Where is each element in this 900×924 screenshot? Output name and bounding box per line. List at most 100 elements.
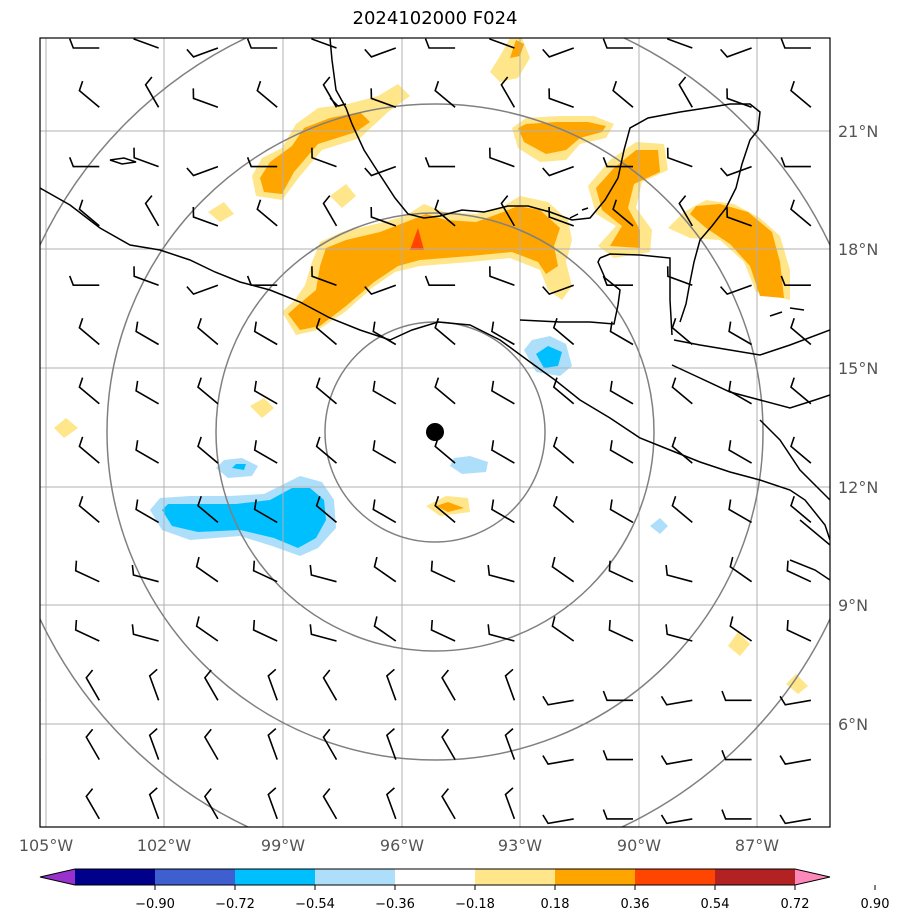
colorbar-tick-label: −0.36 bbox=[375, 897, 415, 912]
wind-barb bbox=[385, 668, 397, 701]
wind-barb bbox=[551, 616, 575, 642]
wind-barb bbox=[322, 76, 338, 108]
lat-tick-label: 6°N bbox=[838, 715, 868, 734]
wind-barb bbox=[786, 560, 812, 583]
wind-barb bbox=[487, 624, 515, 642]
wind-barb bbox=[309, 564, 337, 583]
wind-barb bbox=[253, 380, 278, 405]
wind-barb bbox=[197, 495, 219, 524]
wind-barb bbox=[311, 147, 337, 168]
wind-barb bbox=[144, 76, 160, 108]
wind-barb bbox=[424, 157, 456, 168]
wind-barb bbox=[602, 157, 633, 168]
wind-barb bbox=[267, 668, 278, 701]
wind-barb bbox=[779, 814, 812, 825]
wind-barb bbox=[729, 616, 753, 642]
wind-barb bbox=[68, 275, 100, 286]
wind-barb bbox=[74, 619, 100, 642]
lon-tick-label: 90°W bbox=[617, 836, 661, 855]
wind-barb bbox=[246, 157, 278, 168]
wind-barb bbox=[315, 436, 338, 464]
wind-barb bbox=[729, 556, 753, 583]
wind-barb bbox=[197, 436, 219, 464]
wind-barb bbox=[665, 624, 693, 642]
wind-barb bbox=[322, 728, 338, 761]
wind-barb bbox=[790, 495, 812, 524]
wind-barb bbox=[322, 788, 338, 820]
wind-barb bbox=[40, 106, 41, 108]
coastlines bbox=[40, 38, 830, 581]
wind-barb bbox=[311, 38, 337, 49]
lon-tick-label: 87°W bbox=[735, 836, 779, 855]
wind-barb bbox=[78, 318, 100, 346]
wind-barb bbox=[671, 436, 693, 464]
colorbar-segment bbox=[635, 869, 716, 885]
range-rings bbox=[40, 38, 830, 827]
wind-barb bbox=[424, 275, 456, 286]
wind-barb bbox=[489, 38, 515, 49]
lon-tick-label: 99°W bbox=[261, 836, 305, 855]
colorbar-tick-label: −0.90 bbox=[135, 897, 175, 912]
wind-barb bbox=[197, 377, 219, 405]
wind-barb bbox=[424, 38, 456, 49]
wind-barb bbox=[671, 318, 693, 346]
colorbar-segment bbox=[75, 869, 156, 885]
wind-barb bbox=[133, 266, 159, 286]
wind-barb bbox=[552, 318, 575, 346]
colorbar-segment bbox=[155, 869, 236, 885]
wind-barb bbox=[148, 668, 160, 701]
wind-barb bbox=[267, 727, 278, 760]
wind-barb bbox=[728, 321, 753, 346]
wind-barb bbox=[790, 199, 812, 227]
wind-barb bbox=[148, 727, 160, 760]
wind-barb bbox=[719, 47, 752, 58]
wind-barb bbox=[602, 750, 633, 761]
wind-barb bbox=[40, 757, 41, 760]
wind-barb bbox=[612, 80, 634, 108]
wind-barb bbox=[195, 556, 219, 583]
wind-barb bbox=[678, 76, 693, 108]
wind-barb bbox=[552, 436, 575, 464]
wind-barb bbox=[40, 48, 41, 49]
colorbar-tick-label: 0.18 bbox=[541, 897, 570, 912]
wind-barb bbox=[186, 47, 219, 58]
wind-barb bbox=[186, 284, 219, 296]
wind-barb bbox=[434, 495, 456, 524]
lon-tick-label: 96°W bbox=[380, 836, 424, 855]
wind-barb bbox=[78, 199, 100, 227]
wind-barb bbox=[441, 788, 456, 820]
wind-barb bbox=[135, 321, 160, 346]
wind-barb bbox=[186, 165, 219, 177]
wind-barb bbox=[430, 560, 456, 583]
colorbar-segment bbox=[555, 869, 636, 885]
wind-barb bbox=[779, 755, 812, 765]
wind-barb bbox=[133, 147, 159, 168]
wind-barb bbox=[372, 499, 397, 524]
wind-barb bbox=[133, 38, 159, 49]
colorbar-segment bbox=[315, 869, 396, 885]
wind-barb bbox=[192, 206, 219, 227]
wind-barb bbox=[253, 499, 278, 524]
wind-barb bbox=[667, 38, 693, 49]
wind-barb bbox=[68, 157, 100, 168]
wind-barb bbox=[779, 695, 812, 706]
wind-barb bbox=[40, 580, 41, 582]
wind-barb bbox=[721, 690, 752, 702]
wind-barb bbox=[786, 619, 812, 642]
wind-barb bbox=[790, 436, 812, 464]
wind-barb bbox=[660, 695, 693, 706]
graticule bbox=[40, 38, 830, 827]
wind-barb bbox=[500, 195, 516, 227]
wind-barb bbox=[719, 165, 752, 177]
wind-barb bbox=[203, 728, 219, 761]
wind-barb bbox=[434, 199, 456, 227]
wind-barb bbox=[40, 225, 41, 226]
wind-barb bbox=[678, 195, 693, 227]
wind-barb bbox=[728, 380, 753, 405]
wind-barb bbox=[78, 436, 100, 464]
wind-barb bbox=[660, 755, 693, 765]
wind-barb bbox=[441, 728, 456, 761]
wind-barb bbox=[608, 619, 634, 642]
wind-barb bbox=[192, 88, 219, 109]
wind-barb bbox=[372, 440, 397, 464]
